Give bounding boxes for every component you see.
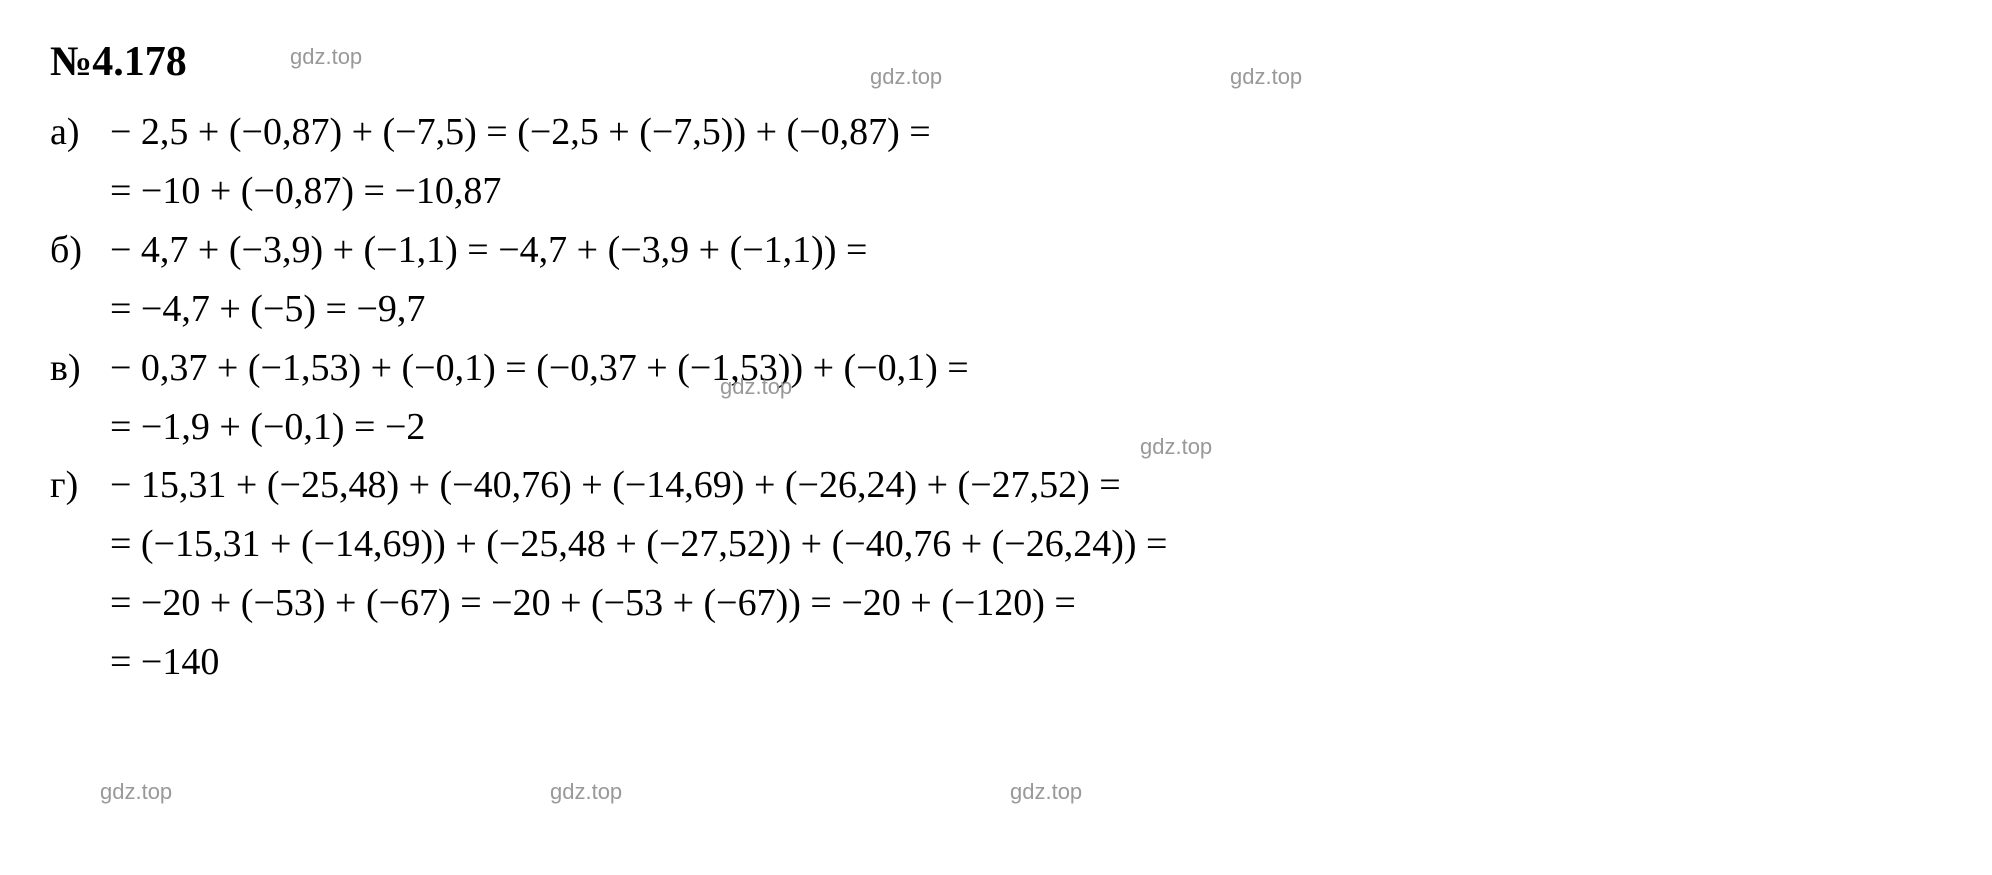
math-solution-container: №4.178 gdz.top gdz.top gdz.top gdz.top g… (50, 30, 1942, 692)
watermark: gdz.top (100, 775, 172, 809)
equation-line: = −10 + (−0,87) = −10,87 (110, 162, 1942, 221)
problem-number: №4.178 (50, 30, 1942, 95)
item-label: в) (50, 339, 110, 398)
item-g: г)− 15,31 + (−25,48) + (−40,76) + (−14,6… (50, 456, 1942, 692)
item-label: а) (50, 103, 110, 162)
equation-line: г)− 15,31 + (−25,48) + (−40,76) + (−14,6… (50, 456, 1942, 515)
equation-text: − 2,5 + (−0,87) + (−7,5) = (−2,5 + (−7,5… (110, 111, 931, 153)
equation-line: = −1,9 + (−0,1) = −2 (110, 398, 1942, 457)
item-label: б) (50, 221, 110, 280)
equation-line: в)− 0,37 + (−1,53) + (−0,1) = (−0,37 + (… (50, 339, 1942, 398)
equation-line: = −4,7 + (−5) = −9,7 (110, 280, 1942, 339)
equation-line: = −20 + (−53) + (−67) = −20 + (−53 + (−6… (110, 574, 1942, 633)
item-v: в)− 0,37 + (−1,53) + (−0,1) = (−0,37 + (… (50, 339, 1942, 457)
equation-text: − 4,7 + (−3,9) + (−1,1) = −4,7 + (−3,9 +… (110, 229, 867, 271)
equation-line: = (−15,31 + (−14,69)) + (−25,48 + (−27,5… (110, 515, 1942, 574)
item-b: б)− 4,7 + (−3,9) + (−1,1) = −4,7 + (−3,9… (50, 221, 1942, 339)
equation-line: = −140 (110, 633, 1942, 692)
watermark: gdz.top (550, 775, 622, 809)
equation-text: − 0,37 + (−1,53) + (−0,1) = (−0,37 + (−1… (110, 347, 969, 389)
equation-line: б)− 4,7 + (−3,9) + (−1,1) = −4,7 + (−3,9… (50, 221, 1942, 280)
equation-text: − 15,31 + (−25,48) + (−40,76) + (−14,69)… (110, 464, 1121, 506)
item-label: г) (50, 456, 110, 515)
equation-line: а)− 2,5 + (−0,87) + (−7,5) = (−2,5 + (−7… (50, 103, 1942, 162)
watermark: gdz.top (1010, 775, 1082, 809)
item-a: а)− 2,5 + (−0,87) + (−7,5) = (−2,5 + (−7… (50, 103, 1942, 221)
